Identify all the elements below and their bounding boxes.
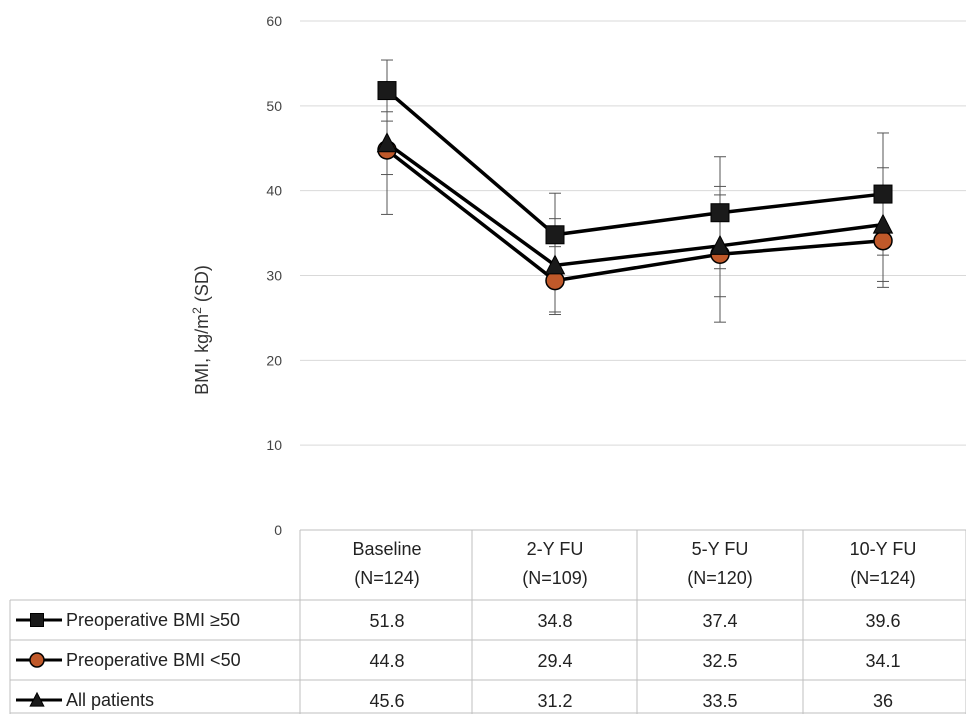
point-0-0: [377, 81, 397, 101]
legend-label-1: Preoperative BMI <50: [66, 650, 241, 670]
y-tick-50: 50: [266, 98, 282, 114]
category-label-1-line2: (N=109): [522, 568, 588, 588]
category-label-3-line1: 10-Y FU: [850, 539, 917, 559]
table-cell-1-2: 32.5: [702, 651, 737, 671]
category-label-0-line2: (N=124): [354, 568, 420, 588]
y-tick-30: 30: [266, 268, 282, 284]
data-table: Baseline (N=124) 2-Y FU (N=109) 5-Y FU (N=120…: [9, 529, 966, 714]
point-2-1: [544, 254, 566, 275]
point-2-3: [872, 213, 894, 234]
category-label-0-line1: Baseline: [352, 539, 421, 559]
table-cell-2-2: 33.5: [702, 691, 737, 711]
legend-marker-2: [29, 691, 45, 707]
table-cell-0-2: 37.4: [702, 611, 737, 631]
y-tick-labels: 0 10 20 30 40 50 60: [266, 13, 282, 538]
point-2-2: [709, 234, 731, 255]
point-0-2: [710, 203, 730, 223]
series-line-1: [385, 148, 884, 283]
y-axis-title-main: BMI, kg/m: [192, 314, 212, 395]
grid-layer: [300, 20, 966, 446]
series-line-2: [385, 141, 884, 268]
y-axis-title-tail: (SD): [192, 265, 212, 307]
table-cell-0-3: 39.6: [865, 611, 900, 631]
legend-label-2: All patients: [66, 690, 154, 710]
point-2-0: [376, 132, 398, 153]
category-label-2-line1: 5-Y FU: [692, 539, 749, 559]
y-tick-0: 0: [274, 522, 282, 538]
series-lines: [385, 89, 884, 283]
point-0-1: [545, 225, 565, 245]
category-label-3-line2: (N=124): [850, 568, 916, 588]
table-cell-1-0: 44.8: [369, 651, 404, 671]
y-axis-title-group: BMI, kg/m2 (SD): [190, 265, 212, 395]
y-tick-60: 60: [266, 13, 282, 29]
table-cell-2-0: 45.6: [369, 691, 404, 711]
y-axis-title: BMI, kg/m2 (SD): [190, 265, 212, 395]
table-cell-1-3: 34.1: [865, 651, 900, 671]
series-line-0: [385, 89, 884, 237]
series-markers: [376, 81, 894, 291]
table-cell-1-1: 29.4: [537, 651, 572, 671]
y-tick-20: 20: [266, 352, 282, 368]
point-0-3: [873, 184, 893, 204]
legend-marker-1: [29, 652, 45, 668]
table-cell-2-1: 31.2: [537, 691, 572, 711]
table-cell-0-1: 34.8: [537, 611, 572, 631]
legend-label-0: Preoperative BMI ≥50: [66, 610, 240, 630]
table-cell-2-3: 36: [873, 691, 893, 711]
category-label-1-line1: 2-Y FU: [527, 539, 584, 559]
legend-marker-0: [30, 613, 44, 627]
y-tick-40: 40: [266, 183, 282, 199]
category-label-2-line2: (N=120): [687, 568, 753, 588]
table-cell-0-0: 51.8: [369, 611, 404, 631]
y-tick-10: 10: [266, 437, 282, 453]
point-1-3: [873, 230, 893, 251]
y-axis-title-sup: 2: [190, 307, 204, 314]
